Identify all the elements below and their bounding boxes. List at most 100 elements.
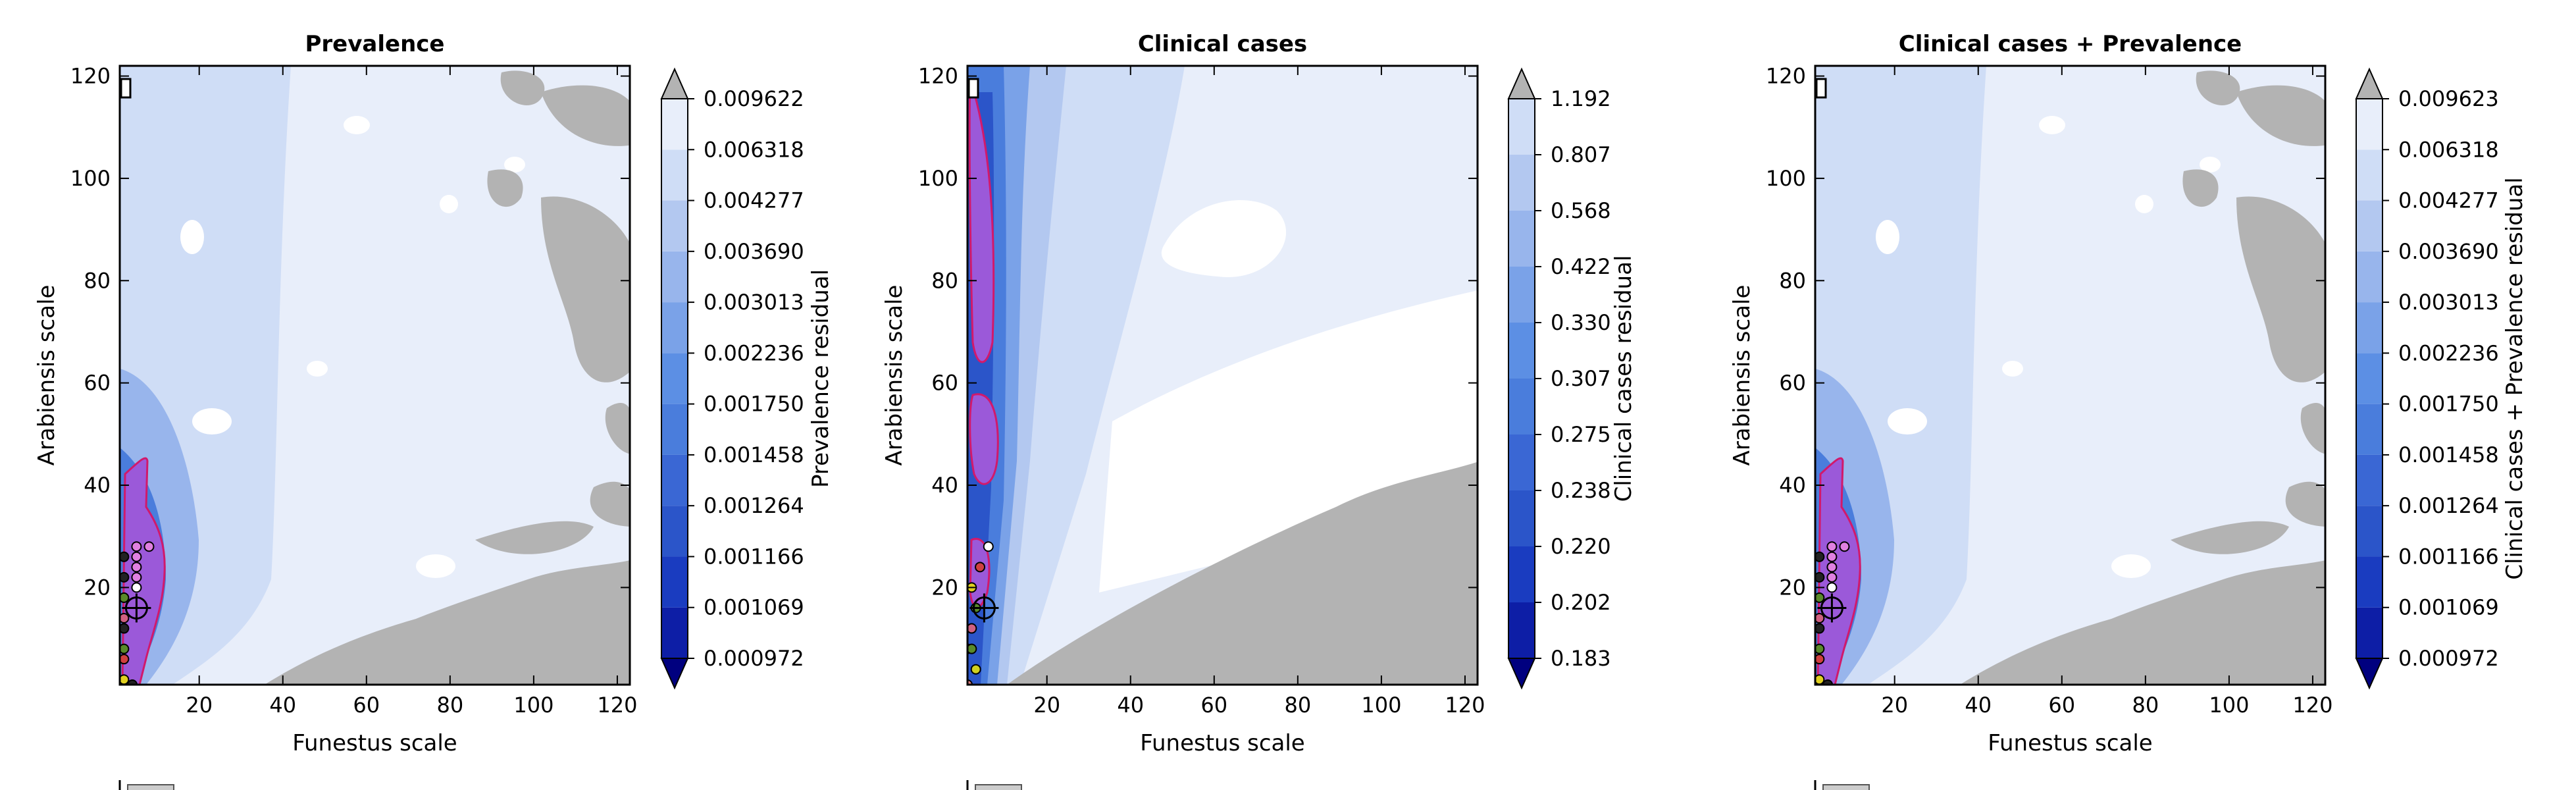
colorbar-tick-label: 0.003690 — [2398, 239, 2499, 264]
colorbar-tick-label: 0.003690 — [704, 239, 804, 264]
gray-region — [605, 402, 630, 454]
colorbar-segment — [1508, 546, 1535, 602]
near-best-region — [121, 457, 166, 685]
x-tick-label: 40 — [269, 693, 296, 718]
x-tick-label: 60 — [353, 693, 380, 718]
sample-point — [120, 592, 130, 603]
sample-point — [127, 679, 138, 685]
colorbar-segment — [1508, 323, 1535, 379]
sample-point — [1815, 571, 1825, 583]
x-tick-label: 40 — [1965, 693, 1992, 718]
colorbar-tick-label: 0.001458 — [2398, 442, 2499, 467]
colorbar-tick-label: 0.001069 — [2398, 595, 2499, 620]
x-axis-label: Funestus scale — [292, 730, 457, 756]
y-axis-label: Arabiensis scale — [34, 285, 60, 466]
colorbar-tick-label: 0.009622 — [704, 86, 804, 111]
sample-point — [983, 541, 994, 552]
colorbar-label: Clinical cases residual — [1610, 255, 1637, 502]
colorbar-segment — [2356, 607, 2383, 658]
colorbar-segment — [1508, 434, 1535, 490]
gray-region — [487, 169, 523, 207]
gray-region — [1960, 560, 2325, 685]
colorbar-tick-label: 0.001264 — [704, 493, 804, 518]
sample-point — [131, 551, 142, 562]
gray-region — [2300, 402, 2325, 454]
colorbar-tick-label: 0.001264 — [2398, 493, 2499, 518]
colorbar-segment — [661, 251, 688, 303]
contour-level — [416, 554, 455, 578]
colorbar-high-arrow — [660, 67, 689, 99]
colorbar-segment — [2356, 454, 2383, 506]
colorbar-tick-label: 0.183 — [1551, 646, 1611, 671]
colorbar-tick-label: 0.001750 — [704, 392, 804, 417]
gray-region — [541, 85, 630, 146]
sample-point — [1826, 582, 1838, 593]
gray-region — [1007, 461, 1478, 685]
near-best-region — [1816, 457, 1861, 685]
colorbar-tick-label: 0.004277 — [704, 188, 804, 213]
chart-panel-2: 20 40 60 80 100 120 20 40 60 80 100 120 Clinical cas… — [881, 31, 1637, 790]
y-tick-label: 100 — [918, 166, 958, 191]
contour-level — [2002, 361, 2023, 377]
contour-field — [120, 66, 630, 685]
contour-level — [192, 408, 232, 434]
y-tick-label: 80 — [931, 268, 958, 293]
sample-point — [131, 541, 142, 552]
colorbar-low-arrow — [1507, 658, 1536, 690]
colorbar-tick-label: 0.000972 — [2398, 646, 2499, 671]
y-tick-label: 120 — [918, 64, 958, 89]
colorbar-segment — [661, 607, 688, 658]
x-tick-label: 20 — [1881, 693, 1908, 718]
colorbar-tick-label: 0.275 — [1551, 422, 1611, 447]
gray-region — [265, 560, 630, 685]
plot-frame — [118, 65, 631, 686]
x-tick-label: 80 — [2132, 693, 2159, 718]
y-tick-label: 60 — [1779, 371, 1806, 396]
colorbar-segment — [661, 506, 688, 557]
colorbar-segment — [1508, 379, 1535, 434]
colorbar-segment — [661, 353, 688, 404]
colorbar-tick-label: 0.006318 — [2398, 137, 2499, 162]
contour-level — [1876, 220, 1899, 254]
colorbar-frame — [661, 98, 688, 659]
y-tick-label: 100 — [70, 166, 111, 191]
y-tick-label: 80 — [84, 268, 111, 293]
plot-frame — [1814, 65, 2327, 686]
colorbar-segment — [2356, 404, 2383, 455]
chart-panel-1: 20 40 60 80 100 120 20 40 60 80 100 120 Prevalence Fu… — [34, 31, 834, 790]
sample-point — [1815, 592, 1825, 603]
sample-point — [143, 541, 155, 552]
contour-field — [967, 66, 1478, 685]
y-axis-label: Arabiensis scale — [1729, 285, 1755, 466]
y-tick-label: 60 — [84, 371, 111, 396]
sample-point — [975, 562, 986, 573]
chart-title: Clinical cases + Prevalence — [1899, 31, 2242, 57]
x-tick-label: 120 — [2292, 693, 2332, 718]
contour-level — [2135, 195, 2153, 213]
gray-region — [590, 481, 630, 527]
colorbar-tick-label: 0.003013 — [2398, 290, 2499, 315]
chart-panel-3: 20 40 60 80 100 120 20 40 60 80 100 120 Clinical cas… — [1729, 31, 2528, 790]
contour-level — [440, 195, 458, 213]
colorbar-tick-label: 0.001166 — [704, 544, 804, 569]
colorbar-segment — [1508, 602, 1535, 658]
colorbar-segment — [1508, 99, 1535, 155]
sample-point — [1815, 551, 1825, 562]
colorbar-tick-label: 0.202 — [1551, 590, 1611, 615]
colorbar-tick-label: 0.002236 — [2398, 340, 2499, 365]
sample-point — [967, 623, 977, 634]
sample-point — [1826, 541, 1838, 552]
sample-point — [131, 582, 142, 593]
y-tick-label: 40 — [1779, 473, 1806, 498]
plot-frame — [966, 65, 1479, 686]
top-left-marker — [120, 78, 132, 99]
contour-level — [307, 361, 328, 377]
contour-level — [2039, 116, 2065, 134]
colorbar-tick-label: 0.001458 — [704, 442, 804, 467]
colorbar-segment — [2356, 302, 2383, 354]
x-tick-label: 100 — [1361, 693, 1401, 718]
near-best-region — [969, 393, 999, 485]
colorbar-segment — [1508, 490, 1535, 546]
colorbar-segment — [1508, 267, 1535, 323]
